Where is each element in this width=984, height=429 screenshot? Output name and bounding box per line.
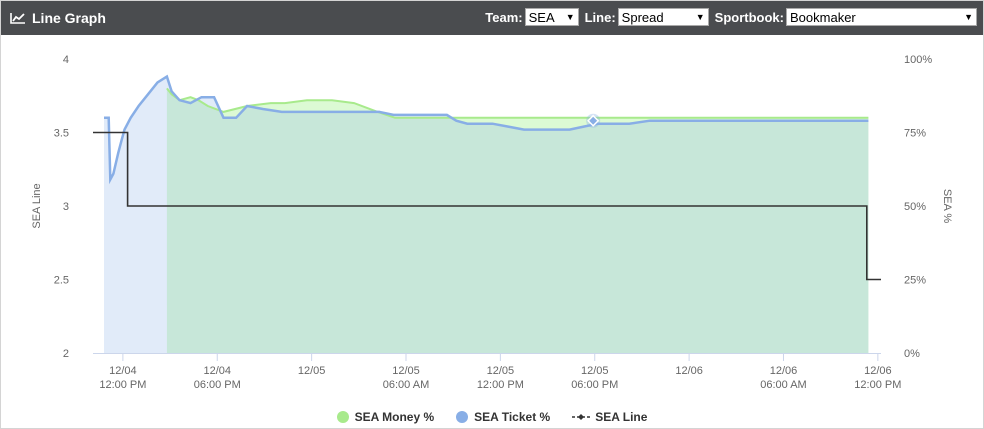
- line-label: Line:: [584, 9, 616, 25]
- panel-header: Line Graph Team: SEA ▼ Line: Spread ▼ Sp…: [1, 1, 983, 35]
- legend-item-line[interactable]: SEA Line: [572, 410, 647, 424]
- sportsbook-label: Sportbook:: [714, 9, 784, 25]
- line-chart-icon: [10, 13, 25, 24]
- x-tick-label-date: 12/05: [581, 365, 609, 377]
- x-tick-label-time: 06:00 AM: [760, 379, 806, 391]
- x-tick-label-time: 06:00 AM: [383, 379, 429, 391]
- y-left-tick-label: 3: [63, 201, 69, 213]
- team-select[interactable]: SEA ▼: [524, 8, 579, 26]
- y-right-tick-label: 100%: [904, 54, 932, 66]
- y-left-tick-label: 2: [63, 348, 69, 360]
- x-tick-label-time: 06:00 PM: [571, 379, 618, 391]
- ticket-area: [104, 76, 869, 353]
- x-tick-label-date: 12/04: [203, 365, 231, 377]
- y-left-tick-label: 2.5: [54, 275, 69, 287]
- legend-item-money[interactable]: SEA Money %: [336, 410, 435, 424]
- legend-money-label: SEA Money %: [354, 410, 435, 424]
- team-label: Team:: [485, 9, 523, 25]
- x-tick-label-time: 12:00 PM: [99, 379, 146, 391]
- legend-money-swatch: [336, 411, 349, 423]
- x-tick-label-date: 12/05: [298, 365, 326, 377]
- x-tick-label-date: 12/05: [392, 365, 420, 377]
- y-right-axis-title: SEA %: [941, 189, 953, 223]
- y-right-tick-label: 50%: [904, 201, 926, 213]
- x-tick-label-time: 12:00 PM: [477, 379, 524, 391]
- line-chart: 12/04 12:00 PM 12/04 06:00 PM 12/05 12/05 06:0…: [31, 54, 953, 391]
- panel-title-text: Line Graph: [32, 10, 106, 26]
- chart-legend: SEA Money % SEA Ticket % SEA Line: [1, 410, 983, 424]
- x-tick-label-date: 12/06: [675, 365, 703, 377]
- y-left-tick-label: 4: [63, 54, 69, 66]
- graph-controls: Team: SEA ▼ Line: Spread ▼ Sportbook: Bo…: [479, 8, 977, 26]
- x-tick-label-date: 12/04: [109, 365, 137, 377]
- legend-item-ticket[interactable]: SEA Ticket %: [456, 410, 550, 424]
- x-tick-label-date: 12/06: [770, 365, 798, 377]
- chevron-down-icon: ▼: [695, 12, 705, 22]
- y-right-tick-label: 0%: [904, 348, 920, 360]
- money-line: [166, 87, 869, 119]
- y-left-axis-title: SEA Line: [31, 183, 43, 228]
- hover-marker: [587, 114, 600, 127]
- sportsbook-select[interactable]: Bookmaker ▼: [786, 8, 977, 26]
- chevron-down-icon: ▼: [565, 12, 575, 22]
- line-select[interactable]: Spread ▼: [617, 8, 709, 26]
- panel-title: Line Graph: [10, 1, 106, 35]
- x-tick-label-date: 12/05: [487, 365, 515, 377]
- legend-ticket-label: SEA Ticket %: [474, 410, 551, 424]
- legend-line-label: SEA Line: [595, 410, 648, 424]
- x-tick-label-time: 06:00 PM: [194, 379, 241, 391]
- ticket-line: [104, 74, 869, 185]
- legend-line-swatch: [572, 414, 591, 420]
- legend-ticket-swatch: [456, 411, 469, 423]
- y-right-tick-label: 75%: [904, 128, 926, 140]
- money-area: [166, 88, 869, 354]
- y-right-tick-label: 25%: [904, 275, 926, 287]
- x-tick-label-time: 12:00 PM: [854, 379, 901, 391]
- y-left-tick-label: 3.5: [54, 128, 69, 140]
- line-select-value: Spread: [621, 10, 664, 25]
- x-tick-label-date: 12/06: [864, 365, 892, 377]
- team-select-value: SEA: [528, 10, 555, 25]
- chevron-down-icon: ▼: [964, 12, 973, 22]
- sea-line: [93, 131, 881, 281]
- sportsbook-select-value: Bookmaker: [790, 10, 856, 25]
